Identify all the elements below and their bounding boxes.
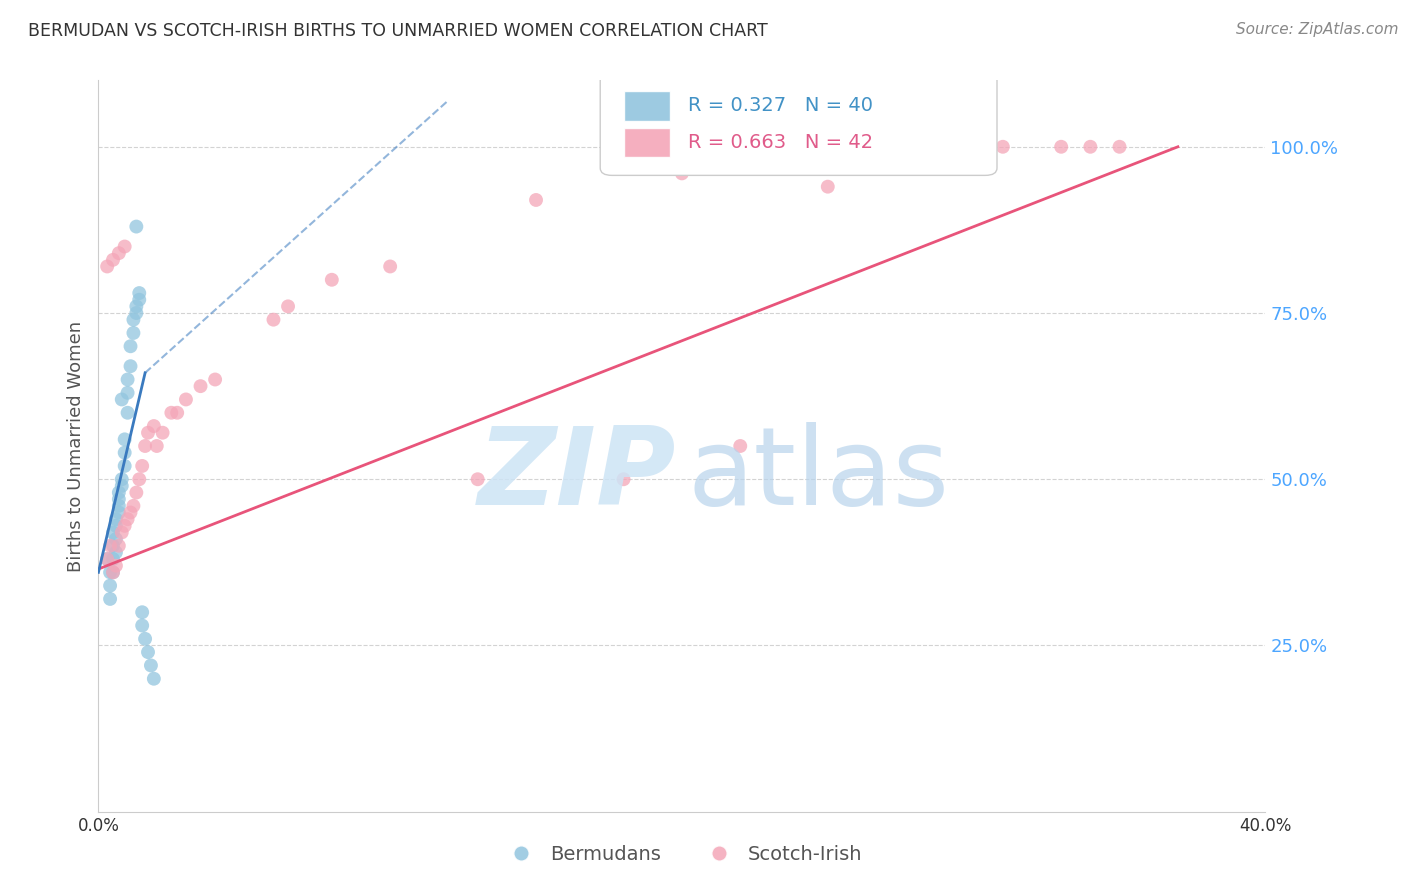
Point [101, 566, 124, 580]
Point [114, 239, 136, 253]
Point [467, 472, 489, 486]
Point [131, 605, 153, 619]
Text: BERMUDAN VS SCOTCH-IRISH BIRTHS TO UNMARRIED WOMEN CORRELATION CHART: BERMUDAN VS SCOTCH-IRISH BIRTHS TO UNMAR… [28, 22, 768, 40]
Point [128, 472, 150, 486]
Point [131, 458, 153, 473]
Point [142, 672, 165, 686]
Point [190, 379, 212, 393]
Point [524, 193, 547, 207]
Point [125, 299, 148, 313]
Point [817, 179, 839, 194]
FancyBboxPatch shape [624, 91, 671, 120]
Point [262, 312, 284, 326]
Point [104, 558, 127, 573]
Point [108, 499, 131, 513]
Point [111, 472, 134, 486]
Point [117, 406, 139, 420]
Point [96, 260, 118, 274]
Point [166, 406, 188, 420]
FancyBboxPatch shape [600, 73, 997, 176]
Point [321, 273, 343, 287]
Point [114, 458, 136, 473]
Point [128, 293, 150, 307]
Y-axis label: Births to Unmarried Women: Births to Unmarried Women [66, 320, 84, 572]
Point [98, 579, 121, 593]
Point [101, 252, 124, 267]
Point [120, 506, 142, 520]
Point [1080, 140, 1102, 154]
Point [277, 299, 299, 313]
Point [1108, 140, 1130, 154]
Point [378, 260, 402, 274]
Text: atlas: atlas [688, 422, 949, 528]
Legend: Bermudans, Scotch-Irish: Bermudans, Scotch-Irish [494, 837, 870, 871]
Point [131, 618, 153, 632]
Point [108, 246, 131, 260]
Point [108, 485, 131, 500]
Point [125, 485, 148, 500]
Point [160, 406, 183, 420]
Point [122, 499, 145, 513]
Point [120, 339, 142, 353]
Point [134, 439, 156, 453]
Text: Source: ZipAtlas.com: Source: ZipAtlas.com [1236, 22, 1399, 37]
Point [934, 140, 956, 154]
Text: R = 0.663   N = 42: R = 0.663 N = 42 [688, 133, 873, 152]
Point [101, 539, 124, 553]
Point [125, 219, 148, 234]
Point [96, 552, 118, 566]
Point [134, 632, 156, 646]
Point [139, 658, 162, 673]
Point [104, 545, 127, 559]
Point [114, 518, 136, 533]
Point [111, 479, 134, 493]
Point [96, 552, 118, 566]
Point [125, 306, 148, 320]
Point [122, 312, 145, 326]
Text: ZIP: ZIP [478, 422, 676, 528]
Point [728, 439, 751, 453]
Point [152, 425, 174, 440]
Point [117, 385, 139, 400]
Point [671, 166, 693, 180]
Point [108, 506, 131, 520]
Point [104, 512, 127, 526]
Point [136, 425, 159, 440]
Point [111, 392, 134, 407]
Point [114, 445, 136, 459]
Point [101, 552, 124, 566]
Point [136, 645, 159, 659]
Point [146, 439, 169, 453]
Point [1050, 140, 1073, 154]
Point [991, 140, 1014, 154]
Point [204, 372, 226, 386]
Text: R = 0.327   N = 40: R = 0.327 N = 40 [688, 96, 873, 115]
Point [98, 566, 121, 580]
Point [104, 532, 127, 546]
Point [111, 525, 134, 540]
Point [108, 492, 131, 507]
Point [174, 392, 197, 407]
Point [612, 472, 634, 486]
Point [98, 591, 121, 606]
Point [142, 419, 165, 434]
Point [101, 525, 124, 540]
Point [108, 539, 131, 553]
Point [117, 372, 139, 386]
Point [128, 286, 150, 301]
Point [98, 539, 121, 553]
Point [117, 512, 139, 526]
Point [101, 566, 124, 580]
Point [114, 433, 136, 447]
Point [120, 359, 142, 374]
FancyBboxPatch shape [624, 128, 671, 157]
Point [122, 326, 145, 340]
Point [104, 518, 127, 533]
